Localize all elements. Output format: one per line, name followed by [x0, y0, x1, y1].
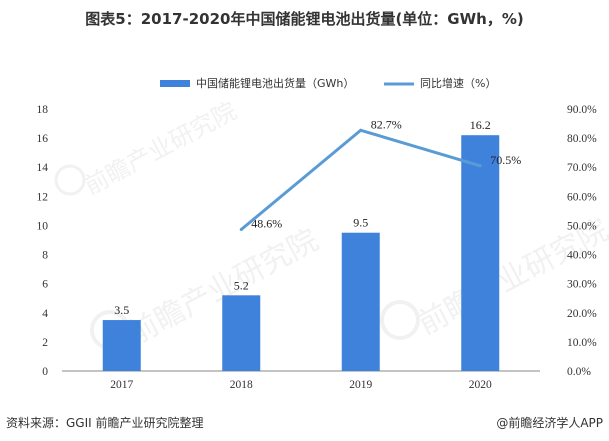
y-right-tick-label: 90.0% — [567, 104, 597, 116]
line-series — [239, 128, 482, 232]
y-left-tick-label: 0 — [42, 366, 48, 378]
source-note: 资料来源：GGII 前瞻产业研究院整理 — [6, 416, 204, 430]
data-labels: 3.5 5.2 9.5 16.2 48.6% 82.7% 70.5% — [114, 117, 521, 317]
bar — [341, 232, 380, 371]
y-left-tick-label: 6 — [42, 279, 48, 291]
axes: 0 2 4 6 8 10 12 14 16 18 0.0% 10.0% 20.0% 30.0% 40.0% 5… — [37, 104, 598, 391]
x-tick-label: 2019 — [349, 379, 372, 391]
y-left-tick-label: 18 — [37, 104, 49, 116]
y-right-tick-label: 10.0% — [567, 337, 597, 349]
y-left-tick-label: 12 — [37, 191, 49, 203]
y-right-tick-label: 30.0% — [567, 279, 597, 291]
legend-bar-swatch — [160, 80, 190, 87]
x-tick-label: 2018 — [230, 379, 253, 391]
y-right-tick-label: 50.0% — [567, 220, 597, 232]
legend-line-label: 同比增速（%） — [420, 76, 496, 90]
bar — [222, 295, 261, 371]
y-right-tick-label: 80.0% — [567, 133, 597, 145]
line-point — [359, 128, 363, 132]
bar-value-label: 9.5 — [353, 216, 368, 230]
y-right-tick-label: 70.0% — [567, 162, 597, 174]
line-value-label: 70.5% — [490, 153, 521, 167]
bar — [461, 135, 500, 371]
y-left-tick-label: 10 — [37, 220, 49, 232]
x-tick-label: 2017 — [110, 379, 133, 391]
y-right-tick-label: 20.0% — [567, 308, 597, 320]
legend: 中国储能锂电池出货量（GWh） 同比增速（%） — [160, 76, 496, 90]
bar-value-label: 16.2 — [470, 118, 491, 132]
line-point — [239, 228, 243, 232]
y-right-tick-label: 40.0% — [567, 250, 597, 262]
watermark: 前瞻产业研究院 前瞻产业研究院 前瞻产业研究院 — [54, 97, 609, 352]
y-right-tick-label: 60.0% — [567, 191, 597, 203]
y-left-tick-label: 14 — [37, 162, 49, 174]
chart-title: 图表5：2017-2020年中国储能锂电池出货量(单位：GWh，%) — [85, 10, 524, 28]
bar-series — [102, 135, 500, 371]
line-value-label: 82.7% — [371, 117, 402, 131]
growth-line — [240, 128, 481, 231]
bar-value-label: 5.2 — [234, 278, 249, 292]
bar — [102, 320, 141, 371]
y-right-tick-label: 0.0% — [567, 366, 591, 378]
x-tick-label: 2020 — [469, 379, 492, 391]
bar-value-label: 3.5 — [114, 303, 129, 317]
y-left-tick-label: 2 — [42, 337, 48, 349]
credit-note: @前瞻经济学人APP — [496, 416, 603, 430]
y-left-tick-label: 4 — [42, 308, 48, 320]
legend-bar-label: 中国储能锂电池出货量（GWh） — [196, 76, 354, 90]
line-value-label: 48.6% — [251, 217, 282, 231]
line-point — [478, 164, 482, 168]
y-left-tick-label: 8 — [42, 250, 48, 262]
y-left-tick-label: 16 — [37, 133, 49, 145]
svg-text:前瞻产业研究院: 前瞻产业研究院 — [80, 97, 241, 201]
